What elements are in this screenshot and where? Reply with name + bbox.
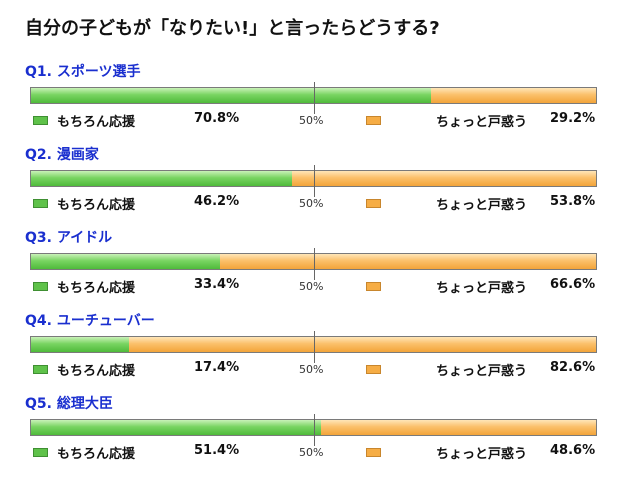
legend-swatch-support bbox=[33, 116, 48, 125]
midpoint-tick-label: 50% bbox=[299, 363, 324, 376]
legend-label-hesitate: ちょっと戸惑う bbox=[436, 281, 528, 296]
value-label-hesitate: 29.2% bbox=[550, 111, 596, 126]
stacked-bar bbox=[30, 336, 597, 353]
midpoint-line bbox=[314, 82, 315, 114]
legend-swatch-support bbox=[33, 448, 48, 457]
bar-segment-support bbox=[31, 171, 292, 186]
bar-segment-hesitate bbox=[220, 254, 596, 269]
midpoint-line bbox=[314, 165, 315, 197]
question-label: Q4. ユーチューバー bbox=[25, 313, 155, 329]
legend-label-support: もちろん応援 bbox=[57, 115, 136, 130]
bar-segment-hesitate bbox=[321, 420, 596, 435]
legend-label-hesitate: ちょっと戸惑う bbox=[436, 115, 528, 130]
value-label-hesitate: 53.8% bbox=[550, 194, 596, 209]
value-label-support: 51.4% bbox=[194, 443, 240, 458]
legend-label-hesitate: ちょっと戸惑う bbox=[436, 364, 528, 379]
legend-label-hesitate: ちょっと戸惑う bbox=[436, 447, 528, 462]
midpoint-tick-label: 50% bbox=[299, 280, 324, 293]
bar-segment-hesitate bbox=[292, 171, 596, 186]
legend-swatch-hesitate bbox=[366, 282, 381, 291]
legend-label-hesitate: ちょっと戸惑う bbox=[436, 198, 528, 213]
stacked-bar bbox=[30, 419, 597, 436]
value-label-support: 46.2% bbox=[194, 194, 240, 209]
midpoint-line bbox=[314, 331, 315, 363]
legend-swatch-support bbox=[33, 365, 48, 374]
question-label: Q5. 総理大臣 bbox=[25, 396, 113, 412]
legend-swatch-hesitate bbox=[366, 116, 381, 125]
legend-label-support: もちろん応援 bbox=[57, 447, 136, 462]
value-label-support: 33.4% bbox=[194, 277, 240, 292]
value-label-hesitate: 48.6% bbox=[550, 443, 596, 458]
bar-segment-support bbox=[31, 88, 431, 103]
bar-segment-support bbox=[31, 420, 321, 435]
stacked-bar bbox=[30, 87, 597, 104]
legend-swatch-hesitate bbox=[366, 365, 381, 374]
legend-swatch-support bbox=[33, 199, 48, 208]
chart-title: 自分の子どもが「なりたい!」と言ったらどうする? bbox=[25, 18, 440, 39]
legend-label-support: もちろん応援 bbox=[57, 281, 136, 296]
question-label: Q2. 漫画家 bbox=[25, 147, 99, 163]
value-label-support: 17.4% bbox=[194, 360, 240, 375]
midpoint-line bbox=[314, 414, 315, 446]
midpoint-tick-label: 50% bbox=[299, 446, 324, 459]
bar-segment-support bbox=[31, 254, 220, 269]
stacked-bar bbox=[30, 170, 597, 187]
question-label: Q1. スポーツ選手 bbox=[25, 64, 141, 80]
value-label-support: 70.8% bbox=[194, 111, 240, 126]
legend-swatch-hesitate bbox=[366, 199, 381, 208]
legend-swatch-hesitate bbox=[366, 448, 381, 457]
midpoint-line bbox=[314, 248, 315, 280]
bar-segment-support bbox=[31, 337, 129, 352]
midpoint-tick-label: 50% bbox=[299, 197, 324, 210]
question-label: Q3. アイドル bbox=[25, 230, 113, 246]
midpoint-tick-label: 50% bbox=[299, 114, 324, 127]
legend-swatch-support bbox=[33, 282, 48, 291]
value-label-hesitate: 66.6% bbox=[550, 277, 596, 292]
legend-label-support: もちろん応援 bbox=[57, 198, 136, 213]
bar-segment-hesitate bbox=[431, 88, 596, 103]
value-label-hesitate: 82.6% bbox=[550, 360, 596, 375]
bar-segment-hesitate bbox=[129, 337, 596, 352]
legend-label-support: もちろん応援 bbox=[57, 364, 136, 379]
